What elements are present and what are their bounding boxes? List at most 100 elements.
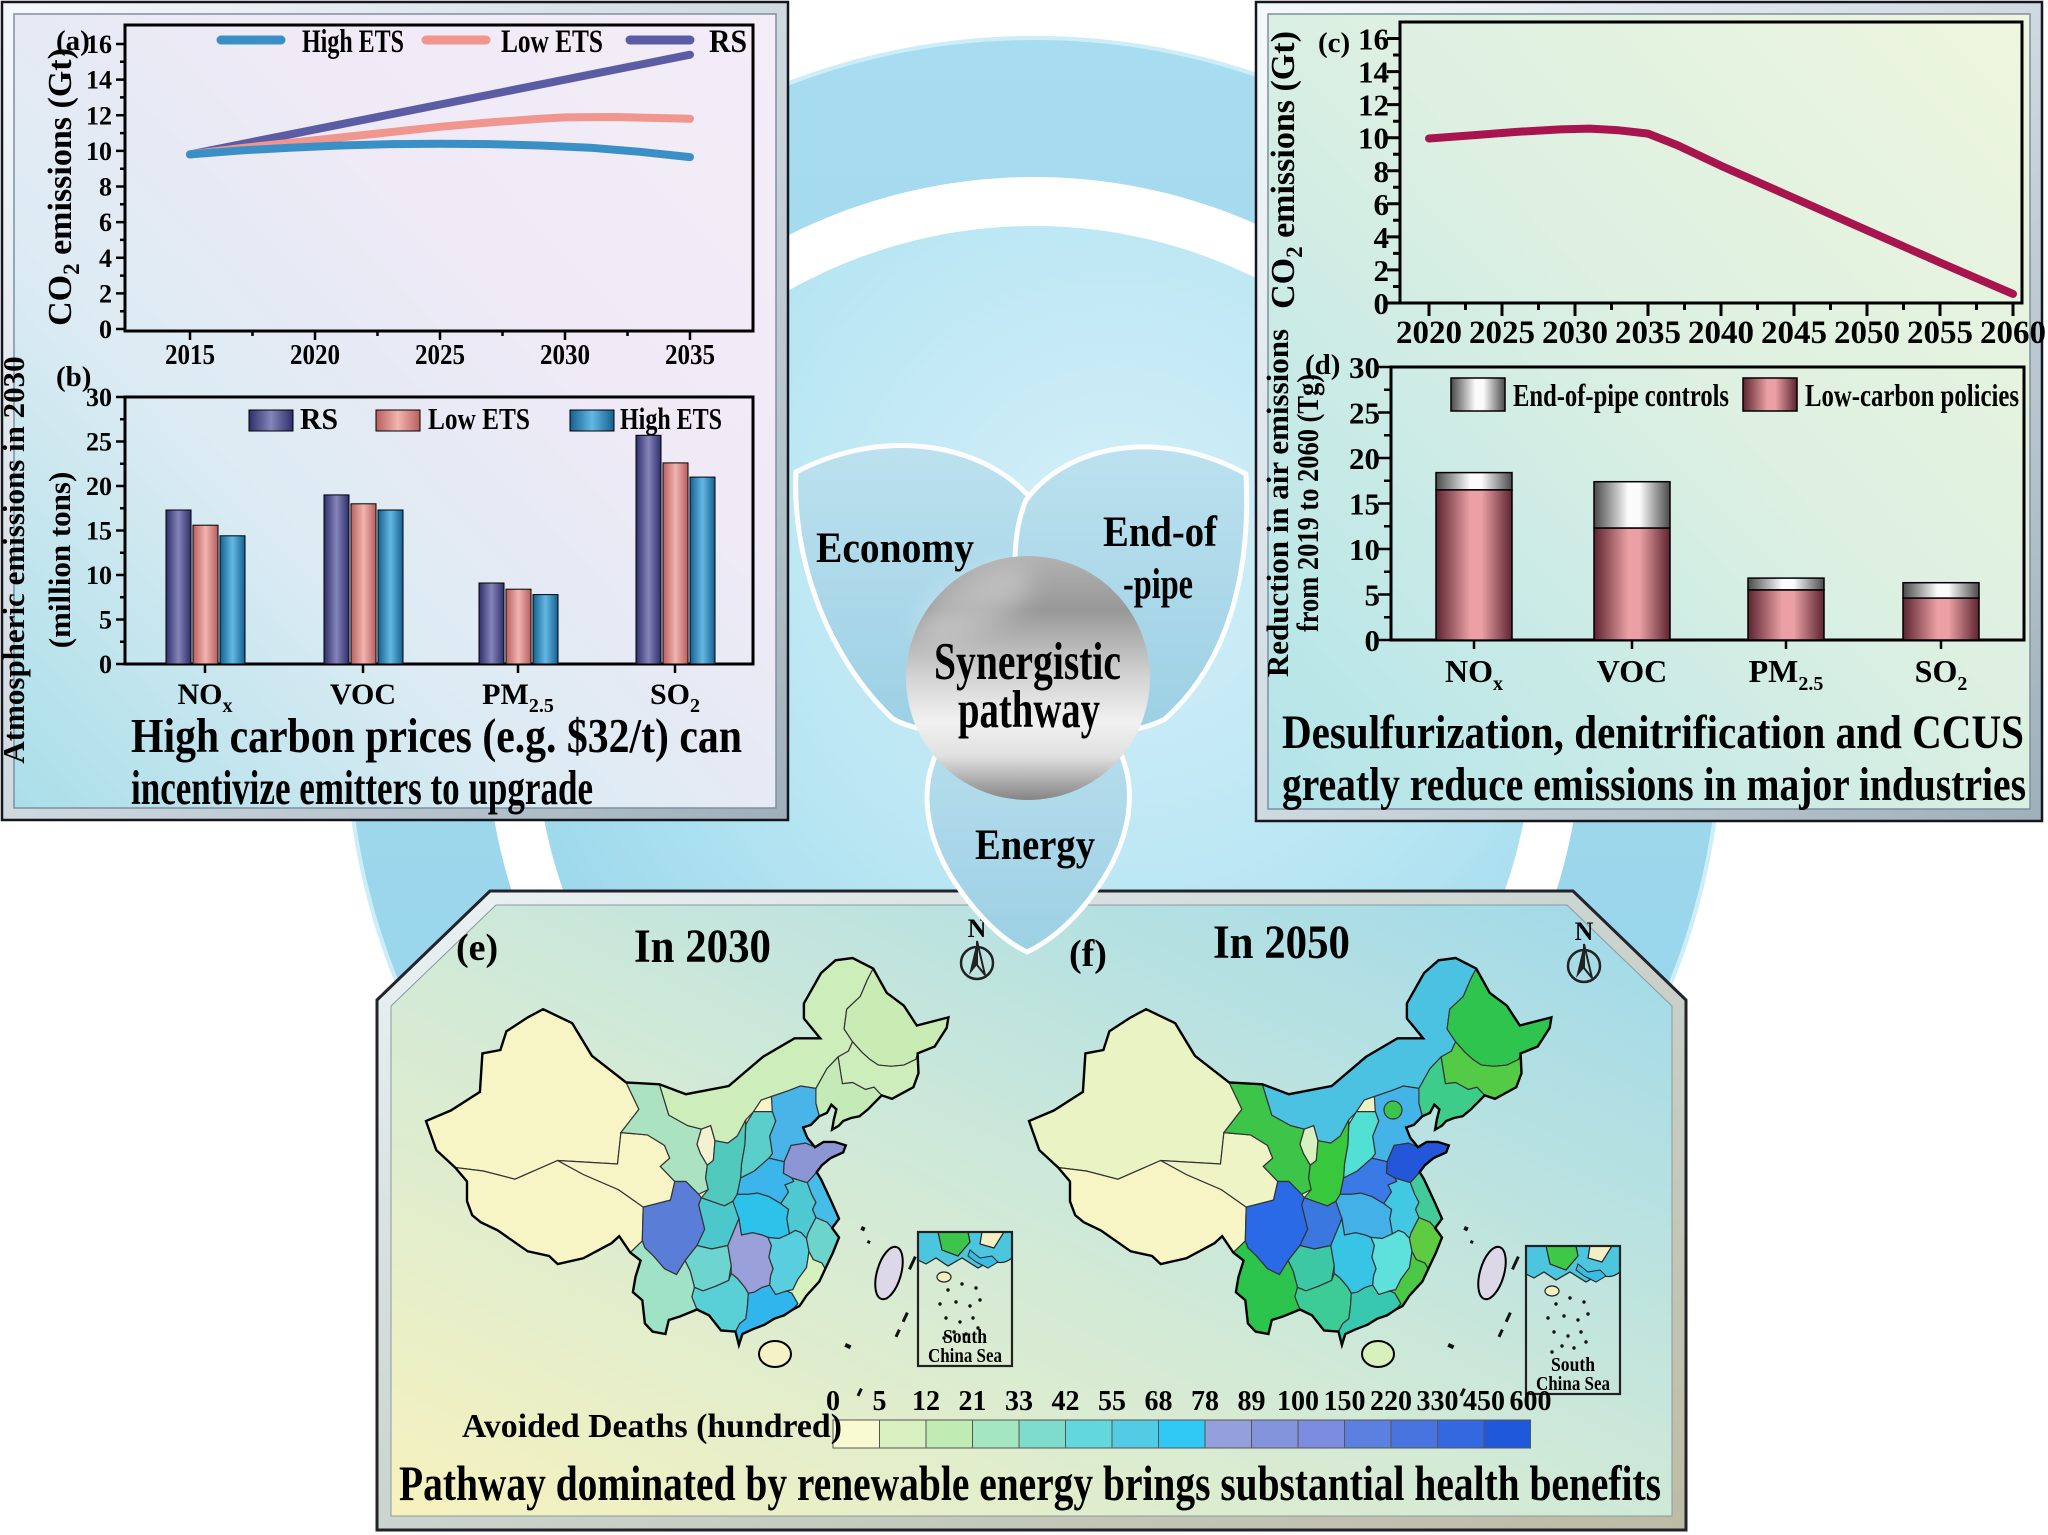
svg-text:RS: RS (300, 401, 338, 436)
svg-text:0: 0 (1374, 286, 1390, 321)
svg-text:from 2019 to 2060 (Tg): from 2019 to 2060 (Tg) (1290, 374, 1325, 632)
svg-text:600: 600 (1510, 1386, 1552, 1417)
svg-text:330: 330 (1417, 1386, 1459, 1417)
svg-text:pathway: pathway (958, 681, 1100, 739)
svg-text:2025: 2025 (1469, 315, 1535, 351)
svg-text:N: N (968, 914, 987, 943)
svg-text:100: 100 (1277, 1386, 1319, 1417)
svg-text:2: 2 (1374, 253, 1390, 288)
svg-text:In 2050: In 2050 (1213, 916, 1350, 969)
svg-text:(d): (d) (1305, 349, 1340, 381)
svg-text:20: 20 (86, 472, 112, 501)
svg-text:(a): (a) (56, 25, 90, 57)
svg-text:NOx: NOx (178, 678, 233, 717)
svg-text:Synergistic: Synergistic (934, 633, 1121, 691)
svg-text:12: 12 (86, 101, 112, 130)
svg-text:8: 8 (1374, 154, 1390, 189)
svg-text:0: 0 (1365, 623, 1381, 658)
svg-text:High ETS: High ETS (620, 401, 722, 436)
svg-text:2035: 2035 (665, 340, 715, 371)
svg-text:High ETS: High ETS (302, 24, 404, 60)
svg-text:Economy: Economy (816, 525, 974, 572)
svg-text:5: 5 (1365, 578, 1381, 613)
svg-text:5: 5 (873, 1386, 887, 1417)
svg-text:End-of: End-of (1103, 509, 1218, 556)
svg-text:33: 33 (1005, 1386, 1033, 1417)
svg-text:220: 220 (1370, 1386, 1412, 1417)
svg-text:150: 150 (1324, 1386, 1366, 1417)
svg-text:12: 12 (912, 1386, 940, 1417)
svg-text:Low ETS: Low ETS (501, 24, 603, 60)
svg-text:High carbon prices (e.g. $32/t: High carbon prices (e.g. $32/t) can (131, 708, 742, 763)
svg-text:42: 42 (1052, 1386, 1080, 1417)
svg-text:0: 0 (99, 650, 112, 679)
svg-text:6: 6 (99, 208, 112, 237)
svg-text:CO2 emissions (Gt): CO2 emissions (Gt) (1265, 31, 1307, 309)
svg-text:10: 10 (1349, 532, 1380, 567)
svg-text:Pathway dominated by renewable: Pathway dominated by renewable energy br… (399, 1455, 1661, 1511)
svg-text:VOC: VOC (330, 678, 396, 711)
svg-text:Energy: Energy (975, 822, 1095, 869)
svg-text:RS: RS (709, 24, 747, 60)
svg-text:2055: 2055 (1907, 315, 1973, 351)
svg-text:End-of-pipe controls: End-of-pipe controls (1513, 377, 1729, 413)
svg-text:2020: 2020 (1396, 315, 1462, 351)
svg-text:Low ETS: Low ETS (428, 401, 530, 436)
svg-text:16: 16 (86, 30, 112, 59)
svg-text:2020: 2020 (290, 340, 340, 371)
svg-text:South: South (1551, 1354, 1595, 1376)
svg-text:10: 10 (86, 137, 112, 166)
svg-text:0: 0 (826, 1386, 840, 1417)
svg-text:2060: 2060 (1980, 315, 2046, 351)
svg-text:China Sea: China Sea (1536, 1373, 1610, 1395)
svg-text:25: 25 (1349, 396, 1380, 431)
svg-text:2030: 2030 (1542, 315, 1608, 351)
svg-text:4: 4 (1374, 220, 1390, 255)
svg-text:Desulfurization, denitrificati: Desulfurization, denitrification and CCU… (1282, 706, 2024, 759)
svg-text:Low-carbon policies: Low-carbon policies (1805, 377, 2019, 413)
svg-text:VOC: VOC (1597, 653, 1667, 689)
svg-text:2035: 2035 (1615, 315, 1681, 351)
svg-text:2025: 2025 (415, 340, 465, 371)
svg-text:2: 2 (99, 279, 112, 308)
svg-text:Avoided Deaths (hundred): Avoided Deaths (hundred) (462, 1408, 842, 1445)
svg-text:15: 15 (86, 517, 112, 546)
svg-text:2030: 2030 (540, 340, 590, 371)
svg-text:14: 14 (1358, 55, 1389, 90)
svg-text:8: 8 (99, 173, 112, 202)
svg-text:16: 16 (1358, 22, 1389, 57)
svg-text:(b): (b) (56, 361, 91, 393)
svg-text:30: 30 (86, 383, 112, 412)
svg-text:78: 78 (1191, 1386, 1219, 1417)
svg-text:21: 21 (959, 1386, 987, 1417)
svg-text:CO2 emissions (Gt): CO2 emissions (Gt) (42, 48, 84, 326)
svg-text:10: 10 (86, 561, 112, 590)
svg-text:2050: 2050 (1834, 315, 1900, 351)
svg-text:In 2030: In 2030 (634, 920, 771, 973)
svg-text:15: 15 (1349, 487, 1380, 522)
svg-text:12: 12 (1358, 88, 1389, 123)
svg-text:4: 4 (99, 244, 112, 273)
svg-text:(c): (c) (1318, 27, 1350, 59)
svg-text:5: 5 (99, 606, 112, 635)
svg-text:89: 89 (1238, 1386, 1266, 1417)
svg-text:30: 30 (1349, 350, 1380, 385)
svg-text:0: 0 (99, 315, 112, 344)
svg-text:incentivize emitters to upgrad: incentivize emitters to upgrade (131, 760, 593, 815)
svg-text:-pipe: -pipe (1123, 561, 1193, 608)
svg-text:Reduction in air emissions: Reduction in air emissions (1260, 329, 1295, 677)
svg-text:(million tons): (million tons) (42, 472, 77, 649)
svg-text:Atmospheric emissions in 2030: Atmospheric emissions in 2030 (0, 356, 31, 763)
svg-text:25: 25 (86, 428, 112, 457)
svg-text:(f): (f) (1069, 933, 1107, 975)
svg-text:68: 68 (1145, 1386, 1173, 1417)
svg-text:6: 6 (1374, 187, 1390, 222)
svg-text:20: 20 (1349, 441, 1380, 476)
svg-text:450: 450 (1463, 1386, 1505, 1417)
svg-text:South: South (943, 1326, 987, 1348)
svg-text:greatly reduce emissions in ma: greatly reduce emissions in major indust… (1282, 758, 2026, 811)
svg-text:N: N (1575, 917, 1594, 946)
svg-text:2040: 2040 (1688, 315, 1754, 351)
svg-text:10: 10 (1358, 121, 1389, 156)
svg-text:55: 55 (1098, 1386, 1126, 1417)
